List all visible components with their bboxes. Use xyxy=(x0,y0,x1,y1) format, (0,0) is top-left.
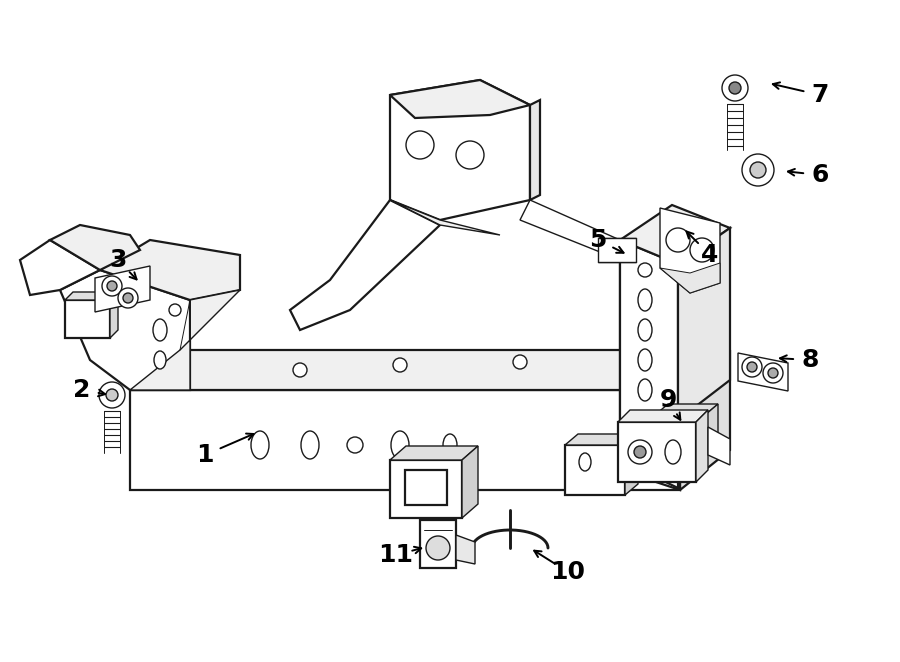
Polygon shape xyxy=(738,353,788,391)
Circle shape xyxy=(628,440,652,464)
Circle shape xyxy=(169,304,181,316)
Polygon shape xyxy=(110,292,118,338)
Ellipse shape xyxy=(153,319,167,341)
Circle shape xyxy=(742,357,762,377)
Polygon shape xyxy=(520,200,620,260)
Polygon shape xyxy=(390,80,530,118)
Circle shape xyxy=(638,263,652,277)
Circle shape xyxy=(347,437,363,453)
Ellipse shape xyxy=(154,351,166,369)
Polygon shape xyxy=(565,434,638,445)
Circle shape xyxy=(600,242,616,258)
Circle shape xyxy=(123,293,133,303)
Polygon shape xyxy=(130,290,240,390)
Polygon shape xyxy=(456,535,475,564)
Polygon shape xyxy=(390,200,500,235)
Polygon shape xyxy=(620,240,678,488)
Polygon shape xyxy=(390,446,478,460)
Polygon shape xyxy=(625,434,638,495)
Polygon shape xyxy=(65,292,118,300)
Circle shape xyxy=(99,382,125,408)
Polygon shape xyxy=(290,200,440,330)
Text: 6: 6 xyxy=(811,163,829,187)
Polygon shape xyxy=(100,240,240,300)
Polygon shape xyxy=(20,240,100,295)
Circle shape xyxy=(106,389,118,401)
Polygon shape xyxy=(60,270,190,390)
Ellipse shape xyxy=(443,434,457,456)
FancyBboxPatch shape xyxy=(420,520,456,568)
Ellipse shape xyxy=(639,411,651,429)
Ellipse shape xyxy=(301,431,319,459)
Circle shape xyxy=(118,288,138,308)
FancyBboxPatch shape xyxy=(65,300,110,338)
Polygon shape xyxy=(530,100,540,200)
Text: 11: 11 xyxy=(379,543,413,567)
Polygon shape xyxy=(598,238,636,262)
Circle shape xyxy=(763,363,783,383)
Circle shape xyxy=(747,362,757,372)
Ellipse shape xyxy=(638,379,652,401)
Text: 3: 3 xyxy=(109,248,127,272)
Ellipse shape xyxy=(579,453,591,471)
Polygon shape xyxy=(390,80,530,220)
Text: 4: 4 xyxy=(701,243,719,267)
Circle shape xyxy=(293,363,307,377)
Circle shape xyxy=(729,82,741,94)
Circle shape xyxy=(742,154,774,186)
Polygon shape xyxy=(620,240,680,490)
Polygon shape xyxy=(620,205,730,264)
Polygon shape xyxy=(678,228,730,420)
FancyBboxPatch shape xyxy=(565,445,625,495)
Polygon shape xyxy=(462,446,478,518)
Circle shape xyxy=(513,355,527,369)
Polygon shape xyxy=(130,350,730,390)
Text: 8: 8 xyxy=(801,348,819,372)
Text: 1: 1 xyxy=(196,443,214,467)
FancyBboxPatch shape xyxy=(390,460,462,518)
FancyBboxPatch shape xyxy=(405,470,447,505)
Polygon shape xyxy=(660,263,720,293)
Text: 2: 2 xyxy=(73,378,91,402)
Circle shape xyxy=(426,536,450,560)
Ellipse shape xyxy=(638,289,652,311)
Polygon shape xyxy=(680,350,730,490)
Circle shape xyxy=(690,238,714,262)
Polygon shape xyxy=(655,404,718,415)
Circle shape xyxy=(102,276,122,296)
Polygon shape xyxy=(705,404,718,457)
Polygon shape xyxy=(660,208,720,293)
Circle shape xyxy=(634,446,646,458)
Polygon shape xyxy=(130,390,680,490)
Circle shape xyxy=(456,141,484,169)
Text: 5: 5 xyxy=(590,228,607,252)
FancyBboxPatch shape xyxy=(618,422,696,482)
Circle shape xyxy=(768,368,778,378)
Ellipse shape xyxy=(391,431,409,459)
Circle shape xyxy=(107,281,117,291)
Circle shape xyxy=(750,162,766,178)
Polygon shape xyxy=(95,266,150,312)
Ellipse shape xyxy=(665,440,681,464)
Ellipse shape xyxy=(638,319,652,341)
Ellipse shape xyxy=(251,431,269,459)
FancyBboxPatch shape xyxy=(655,415,705,457)
Polygon shape xyxy=(708,427,730,465)
Ellipse shape xyxy=(638,349,652,371)
Circle shape xyxy=(393,358,407,372)
Text: 7: 7 xyxy=(811,83,829,107)
Polygon shape xyxy=(618,410,708,422)
Text: 9: 9 xyxy=(660,388,677,412)
Circle shape xyxy=(618,242,634,258)
Polygon shape xyxy=(696,410,708,482)
Circle shape xyxy=(406,131,434,159)
Circle shape xyxy=(722,75,748,101)
Polygon shape xyxy=(50,225,140,270)
Circle shape xyxy=(666,228,690,252)
Text: 10: 10 xyxy=(551,560,586,584)
